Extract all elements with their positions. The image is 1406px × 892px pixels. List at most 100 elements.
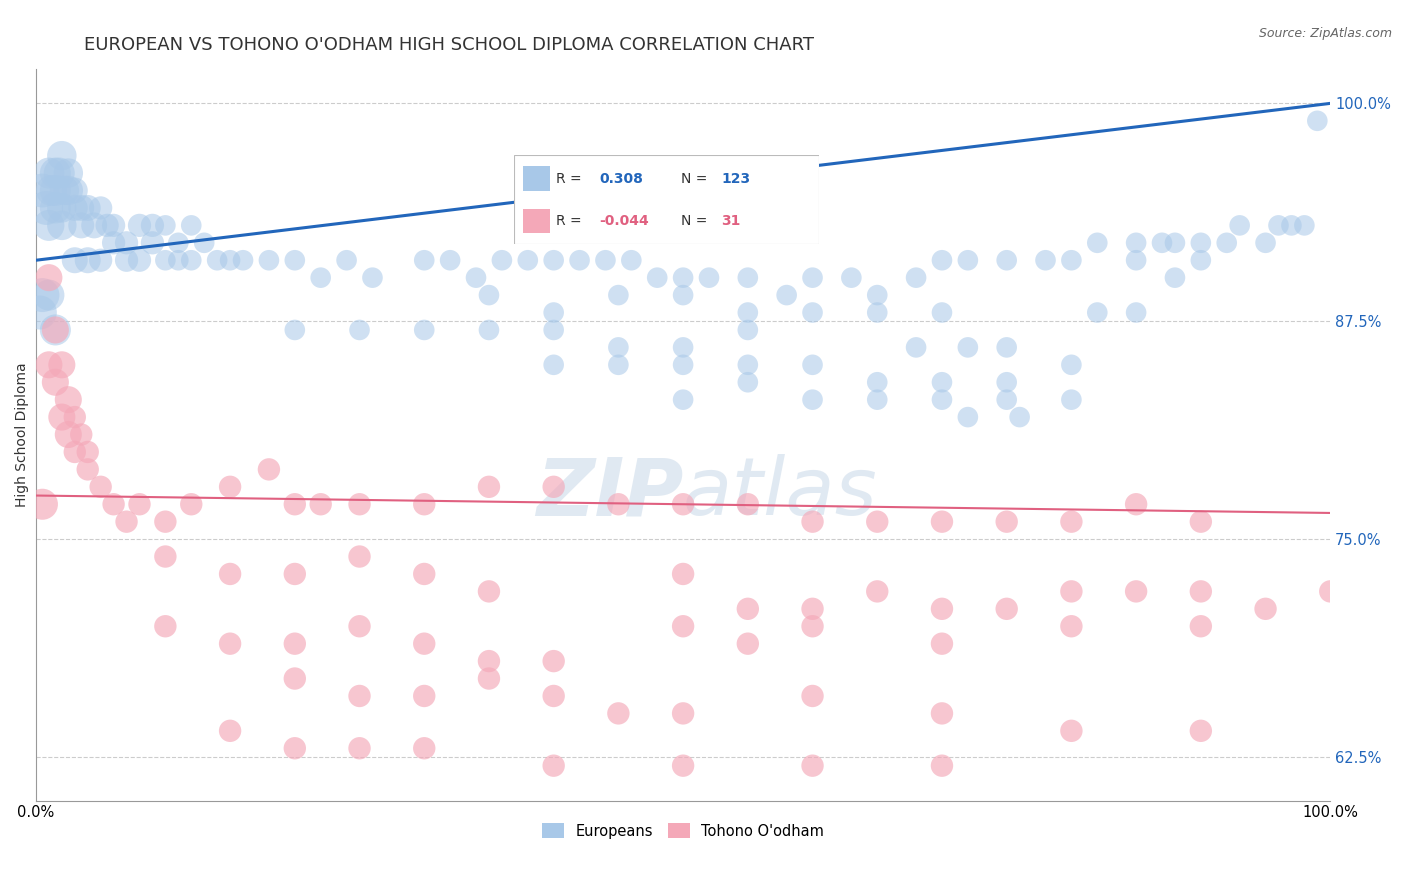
Point xyxy=(931,515,953,529)
Point xyxy=(413,689,436,703)
Bar xyxy=(523,209,550,233)
Point xyxy=(866,584,889,599)
Point xyxy=(309,270,332,285)
Point xyxy=(995,392,1018,407)
Point xyxy=(167,253,190,268)
Point xyxy=(38,358,60,372)
Point xyxy=(905,270,928,285)
Point xyxy=(1125,235,1147,250)
Point xyxy=(801,515,824,529)
Point xyxy=(1215,235,1237,250)
Point xyxy=(284,566,307,581)
Point xyxy=(607,288,630,302)
Point xyxy=(1267,219,1289,233)
Point xyxy=(543,758,565,772)
Point xyxy=(478,288,501,302)
Point xyxy=(180,497,202,511)
Point xyxy=(63,445,86,459)
Text: 123: 123 xyxy=(721,172,751,186)
Point xyxy=(543,689,565,703)
Point xyxy=(284,672,307,686)
Point xyxy=(41,184,63,198)
Point xyxy=(70,427,93,442)
Text: N =: N = xyxy=(682,172,711,186)
Point xyxy=(115,253,138,268)
Point xyxy=(38,219,60,233)
Point xyxy=(413,253,436,268)
Point xyxy=(1294,219,1316,233)
Point xyxy=(413,741,436,756)
Point xyxy=(1189,253,1212,268)
Point xyxy=(115,235,138,250)
Point xyxy=(413,323,436,337)
Point xyxy=(155,515,177,529)
Point xyxy=(931,305,953,319)
Point xyxy=(1229,219,1251,233)
Point xyxy=(219,566,242,581)
Point xyxy=(257,462,280,476)
Point xyxy=(931,706,953,721)
Point xyxy=(44,323,66,337)
Point xyxy=(841,270,863,285)
Point xyxy=(866,392,889,407)
Point xyxy=(155,619,177,633)
Point xyxy=(1281,219,1303,233)
Point xyxy=(801,619,824,633)
Point xyxy=(349,689,371,703)
Point xyxy=(44,166,66,180)
Point xyxy=(284,637,307,651)
Point xyxy=(543,323,565,337)
Point xyxy=(38,270,60,285)
Point xyxy=(44,184,66,198)
Point xyxy=(413,566,436,581)
Point xyxy=(51,201,73,215)
Point xyxy=(155,219,177,233)
Point xyxy=(1164,270,1187,285)
Point xyxy=(1189,235,1212,250)
Text: R =: R = xyxy=(557,214,586,228)
Point xyxy=(193,235,215,250)
Point xyxy=(38,288,60,302)
Point xyxy=(63,184,86,198)
Point xyxy=(219,723,242,738)
Point xyxy=(141,219,163,233)
Point xyxy=(620,253,643,268)
Point xyxy=(1125,305,1147,319)
Point xyxy=(1189,584,1212,599)
Point xyxy=(48,166,70,180)
Point xyxy=(672,270,695,285)
Point xyxy=(115,515,138,529)
Point xyxy=(931,758,953,772)
Point xyxy=(51,358,73,372)
Text: R =: R = xyxy=(557,172,586,186)
Point xyxy=(128,219,150,233)
Point xyxy=(801,358,824,372)
Point xyxy=(737,376,759,390)
Point xyxy=(905,340,928,354)
Point xyxy=(44,323,66,337)
Point xyxy=(180,253,202,268)
Point xyxy=(595,253,617,268)
Point xyxy=(284,323,307,337)
Point xyxy=(51,219,73,233)
Point xyxy=(1125,253,1147,268)
Point xyxy=(1306,113,1329,128)
Point xyxy=(737,323,759,337)
Point xyxy=(801,305,824,319)
Point xyxy=(672,288,695,302)
Point xyxy=(35,201,58,215)
Point xyxy=(1035,253,1057,268)
Point xyxy=(1189,723,1212,738)
Point xyxy=(155,253,177,268)
Point xyxy=(931,253,953,268)
Bar xyxy=(523,166,550,191)
Point xyxy=(737,497,759,511)
Point xyxy=(413,637,436,651)
Point xyxy=(180,219,202,233)
Point xyxy=(257,253,280,268)
Point xyxy=(607,358,630,372)
Point xyxy=(1254,235,1277,250)
Point xyxy=(543,480,565,494)
Point xyxy=(1125,497,1147,511)
Point xyxy=(103,219,125,233)
